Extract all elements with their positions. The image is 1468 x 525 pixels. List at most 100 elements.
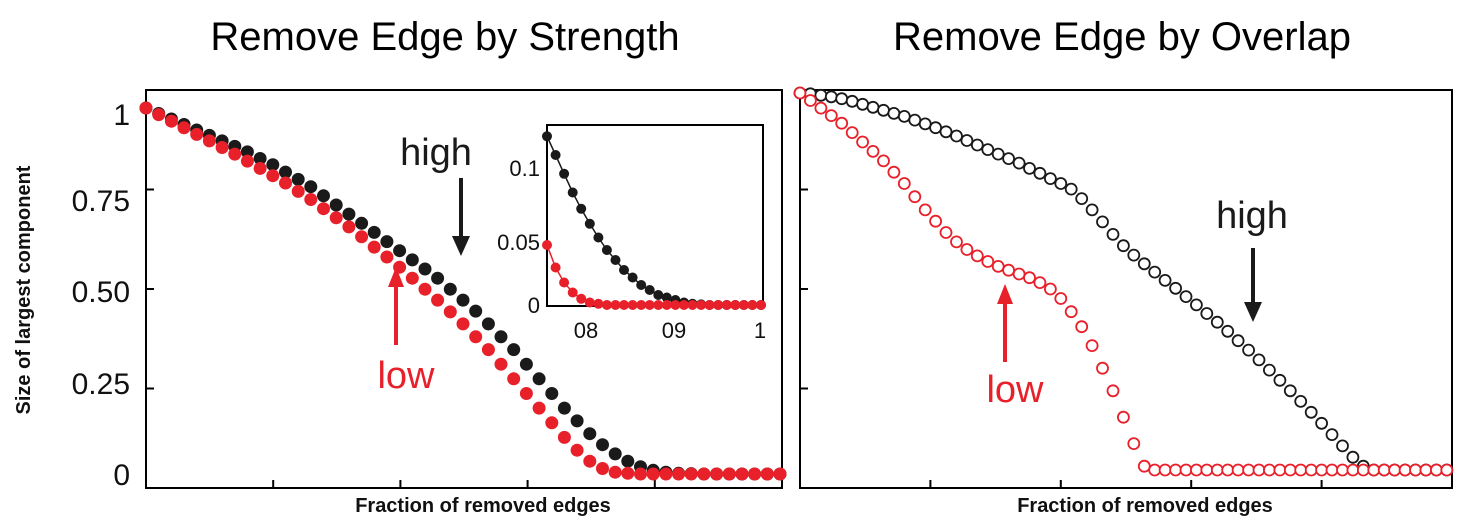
data-point <box>1117 410 1130 424</box>
data-point <box>481 317 495 331</box>
right-panel-title: Remove Edge by Overlap <box>893 15 1351 59</box>
data-point <box>601 245 612 255</box>
data-point <box>1148 265 1162 279</box>
data-point <box>304 180 318 194</box>
data-point <box>456 317 470 331</box>
data-point <box>621 454 635 468</box>
data-point <box>190 127 204 141</box>
inset-x-tick-label: 1 <box>754 318 766 343</box>
data-point <box>542 240 552 250</box>
data-point <box>557 430 571 444</box>
data-point <box>1440 463 1454 477</box>
data-point <box>1367 463 1381 477</box>
data-point <box>697 467 711 481</box>
data-point <box>393 244 407 258</box>
data-point <box>887 165 901 179</box>
left-ticks <box>145 89 783 489</box>
data-point <box>367 240 381 254</box>
data-point <box>636 300 647 310</box>
data-point <box>960 134 974 147</box>
data-point <box>601 300 612 310</box>
data-point <box>317 189 330 203</box>
data-point <box>877 154 890 168</box>
data-point <box>481 343 495 357</box>
data-point <box>1085 339 1099 353</box>
data-point <box>1064 182 1078 196</box>
data-point <box>1106 384 1120 398</box>
data-point <box>342 207 356 221</box>
data-point <box>1190 298 1203 312</box>
data-point <box>576 293 587 304</box>
data-point <box>532 372 546 386</box>
data-point <box>659 467 673 481</box>
data-point <box>866 144 880 158</box>
low-arrow-head <box>388 267 404 287</box>
data-point <box>1169 463 1182 477</box>
data-point <box>1231 334 1245 348</box>
data-point <box>1200 463 1214 477</box>
y-tick-label: 0 <box>113 459 130 492</box>
right-chart: Fraction of removed edges high low <box>793 86 1454 517</box>
data-point <box>1356 463 1370 477</box>
data-point <box>721 300 732 310</box>
data-point <box>240 154 254 168</box>
data-point <box>644 300 655 310</box>
data-point <box>730 300 741 310</box>
data-point <box>918 203 932 217</box>
low-annotation: low <box>377 355 435 397</box>
data-point <box>329 198 343 212</box>
data-point <box>583 454 597 468</box>
data-point <box>418 262 432 276</box>
data-point <box>856 135 869 149</box>
data-point <box>722 467 736 481</box>
data-point <box>684 467 698 481</box>
data-point <box>960 243 974 256</box>
data-point <box>1346 463 1360 477</box>
data-point <box>696 300 707 310</box>
data-point <box>431 293 445 307</box>
data-point <box>653 300 664 310</box>
y-tick-label: 0.75 <box>72 185 130 218</box>
data-point <box>1325 428 1339 442</box>
data-point <box>202 134 216 148</box>
data-point <box>1179 463 1193 477</box>
x-axis-label: Fraction of removed edges <box>355 495 611 517</box>
data-point <box>950 129 963 143</box>
data-point <box>756 300 766 310</box>
data-point <box>991 259 1005 273</box>
data-point <box>845 94 859 108</box>
inset-x-tick-label: 08 <box>574 318 598 343</box>
data-point <box>713 300 724 310</box>
data-point <box>1273 463 1287 477</box>
data-point <box>584 297 595 308</box>
data-point <box>542 131 552 142</box>
data-point <box>704 300 715 310</box>
data-point <box>279 176 292 190</box>
y-tick-label: 0.50 <box>72 276 130 309</box>
data-point <box>532 401 546 415</box>
data-point <box>456 293 470 307</box>
data-point <box>596 438 609 452</box>
data-point <box>367 225 381 239</box>
data-point <box>908 113 922 127</box>
inset-y-tick-label: 0 <box>528 293 540 318</box>
data-point <box>583 427 597 441</box>
data-point <box>653 290 664 300</box>
data-point <box>929 121 942 135</box>
data-point <box>164 114 178 128</box>
low-arrow-head <box>997 284 1013 304</box>
inset-y-tick-label: 0.1 <box>509 156 540 181</box>
data-point <box>519 387 533 400</box>
data-point <box>1033 276 1047 290</box>
data-point <box>1158 463 1172 477</box>
data-point <box>253 161 267 175</box>
data-point <box>1002 152 1015 166</box>
inset-series-low <box>542 240 766 310</box>
data-point <box>897 177 911 190</box>
data-point <box>627 300 638 310</box>
data-point <box>661 292 672 303</box>
data-point <box>380 235 394 249</box>
data-point <box>760 467 774 481</box>
data-point <box>793 86 807 100</box>
data-point <box>1200 307 1214 320</box>
